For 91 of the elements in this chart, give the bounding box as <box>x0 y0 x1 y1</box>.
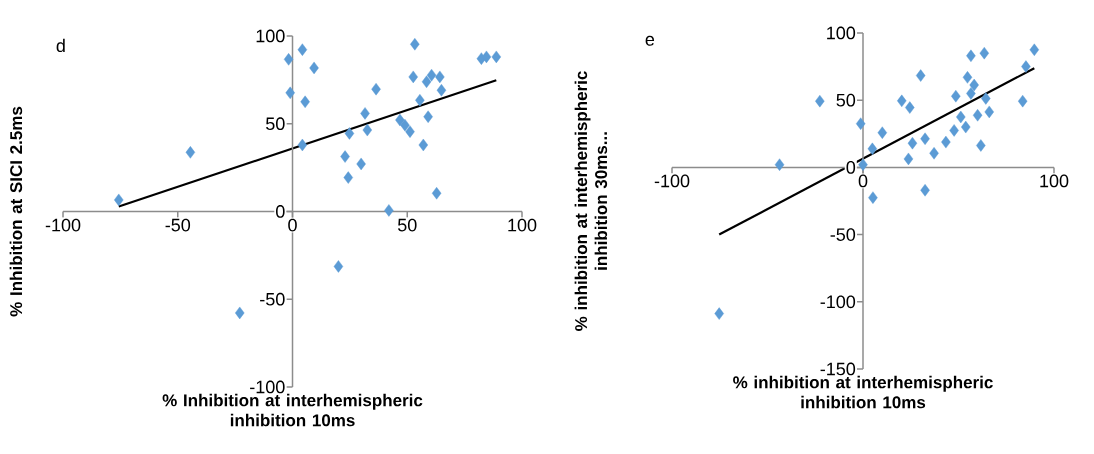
point <box>362 123 373 137</box>
point <box>929 147 939 160</box>
point <box>436 84 447 97</box>
point <box>356 157 366 171</box>
point <box>426 68 437 82</box>
point <box>395 113 405 127</box>
point <box>435 70 445 84</box>
point <box>966 87 976 100</box>
point <box>949 124 959 137</box>
point <box>1021 60 1031 73</box>
x-axis-title: % Inhibition at interhemispheric inhibition 10ms <box>162 393 423 427</box>
point <box>421 75 432 88</box>
point <box>961 120 971 134</box>
point <box>877 126 887 139</box>
x-tick-label: -50 <box>165 218 191 232</box>
point <box>418 138 429 152</box>
y-tick-label: 100 <box>256 29 285 43</box>
point <box>856 117 866 130</box>
point <box>969 78 979 92</box>
point <box>344 127 355 140</box>
point <box>360 107 370 120</box>
point <box>915 69 926 82</box>
point <box>343 171 353 184</box>
point <box>400 118 410 132</box>
point <box>956 110 966 124</box>
point <box>333 260 344 273</box>
x-tick-label: 0 <box>858 174 868 188</box>
point <box>1017 94 1028 108</box>
y-tick-label: -50 <box>830 228 856 241</box>
x-tick-label: 100 <box>508 218 537 232</box>
point <box>491 50 501 64</box>
y-tick-label: -100 <box>250 380 285 394</box>
point <box>907 137 918 150</box>
point <box>408 70 418 84</box>
y-tick-label: -50 <box>260 292 285 306</box>
point <box>405 125 415 138</box>
point <box>431 187 442 200</box>
point <box>297 138 308 152</box>
point <box>300 95 310 108</box>
point <box>868 191 878 204</box>
point <box>981 92 991 105</box>
point <box>1029 43 1040 56</box>
y-tick-label: 0 <box>276 205 285 218</box>
point <box>951 89 961 103</box>
y-axis-title: % inhibition at interhemispheric inhibition 30ms... <box>574 71 608 331</box>
y-tick-label: 0 <box>846 161 856 174</box>
point <box>972 109 983 122</box>
y-tick-label: 100 <box>827 26 856 40</box>
x-tick-label: 0 <box>288 218 297 232</box>
point <box>340 150 350 163</box>
chart-title: d <box>56 38 65 53</box>
point <box>774 158 785 171</box>
y-tick-label: -150 <box>820 362 856 376</box>
chart-title: e <box>645 35 655 46</box>
point <box>384 204 394 217</box>
point <box>714 307 724 320</box>
point <box>984 105 994 119</box>
point <box>415 94 425 107</box>
point <box>966 49 976 63</box>
point <box>920 184 930 197</box>
x-tick-label: 100 <box>1040 174 1069 188</box>
point <box>903 152 914 166</box>
point <box>285 86 295 100</box>
point <box>371 82 381 96</box>
point <box>297 43 308 56</box>
point <box>897 94 907 108</box>
x-tick-label: 50 <box>397 218 417 232</box>
point <box>309 61 319 75</box>
y-tick-label: 50 <box>266 117 285 131</box>
point <box>905 101 915 114</box>
point <box>235 306 245 320</box>
point <box>423 110 433 123</box>
point <box>858 158 868 171</box>
point <box>283 53 294 66</box>
y-axis-title: % Inhibition at SICI 2.5ms <box>9 106 23 317</box>
point <box>941 135 951 149</box>
point <box>962 71 973 84</box>
point <box>979 46 989 60</box>
point <box>867 142 878 156</box>
point <box>410 38 420 51</box>
point <box>815 94 825 108</box>
y-tick-label: -100 <box>820 295 856 309</box>
point <box>481 50 492 64</box>
point <box>920 132 930 145</box>
x-tick-label: -100 <box>45 218 81 232</box>
point <box>976 139 986 152</box>
point <box>185 146 196 159</box>
point <box>114 193 124 207</box>
y-tick-label: 50 <box>836 93 856 107</box>
x-tick-label: -100 <box>654 174 690 188</box>
x-axis-title: % inhibition at interhemispheric inhibition 10ms <box>733 375 993 409</box>
